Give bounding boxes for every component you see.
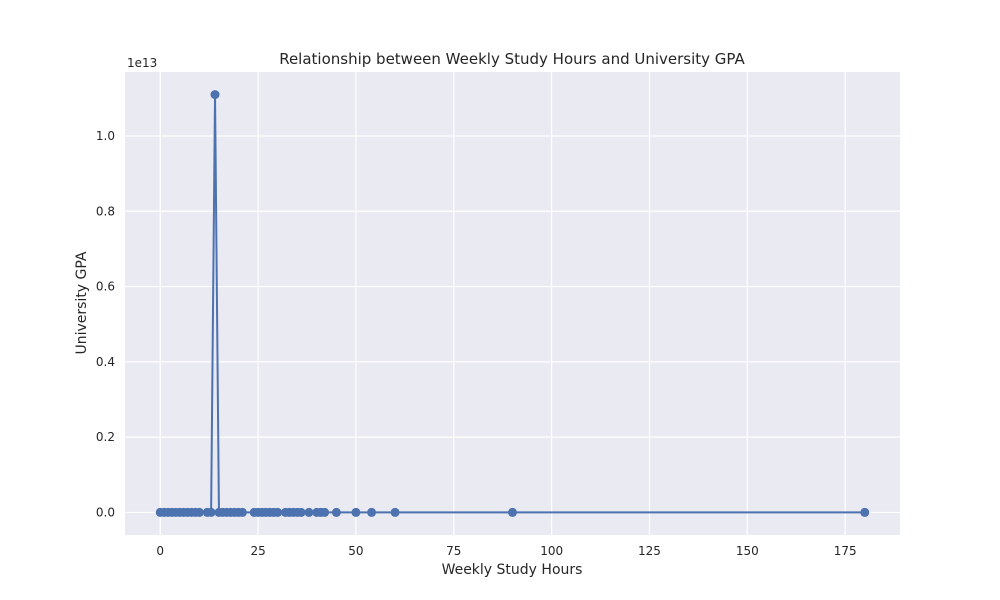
x-tick-label: 125	[638, 544, 661, 558]
x-tick-label: 25	[250, 544, 265, 558]
data-point	[367, 507, 377, 517]
series-group	[155, 90, 870, 517]
x-tick-label: 0	[156, 544, 164, 558]
x-tick-labels: 0 25 50 75 100 125 150 175	[156, 544, 856, 558]
y-axis-label: University GPA	[74, 251, 90, 354]
chart-title: Relationship between Weekly Study Hours …	[279, 50, 745, 68]
data-point	[320, 507, 330, 517]
y-tick-label: 1.0	[96, 129, 115, 143]
data-point	[273, 507, 283, 517]
data-point	[860, 507, 870, 517]
data-point	[210, 90, 220, 100]
y-tick-label: 0.2	[96, 430, 115, 444]
y-tick-label: 0.6	[96, 280, 115, 294]
data-point	[237, 507, 247, 517]
data-point	[331, 507, 341, 517]
x-grid	[159, 72, 846, 535]
x-tick-label: 150	[736, 544, 759, 558]
data-point	[194, 507, 204, 517]
y-offset-label: 1e13	[127, 56, 157, 70]
x-tick-label: 175	[834, 544, 857, 558]
y-tick-label: 0.0	[96, 505, 115, 519]
data-point	[390, 507, 400, 517]
x-tick-label: 75	[446, 544, 461, 558]
data-point	[206, 507, 216, 517]
y-tick-label: 0.4	[96, 355, 115, 369]
x-tick-label: 50	[348, 544, 363, 558]
data-point	[508, 507, 517, 517]
data-point	[296, 507, 306, 517]
plot-background	[125, 72, 900, 535]
y-tick-labels: 0.0 0.2 0.4 0.6 0.8 1.0	[96, 129, 115, 519]
data-point	[351, 507, 361, 517]
data-point	[304, 507, 314, 517]
x-tick-label: 100	[540, 544, 563, 558]
x-axis-label: Weekly Study Hours	[442, 562, 583, 578]
y-tick-label: 0.8	[96, 204, 115, 218]
